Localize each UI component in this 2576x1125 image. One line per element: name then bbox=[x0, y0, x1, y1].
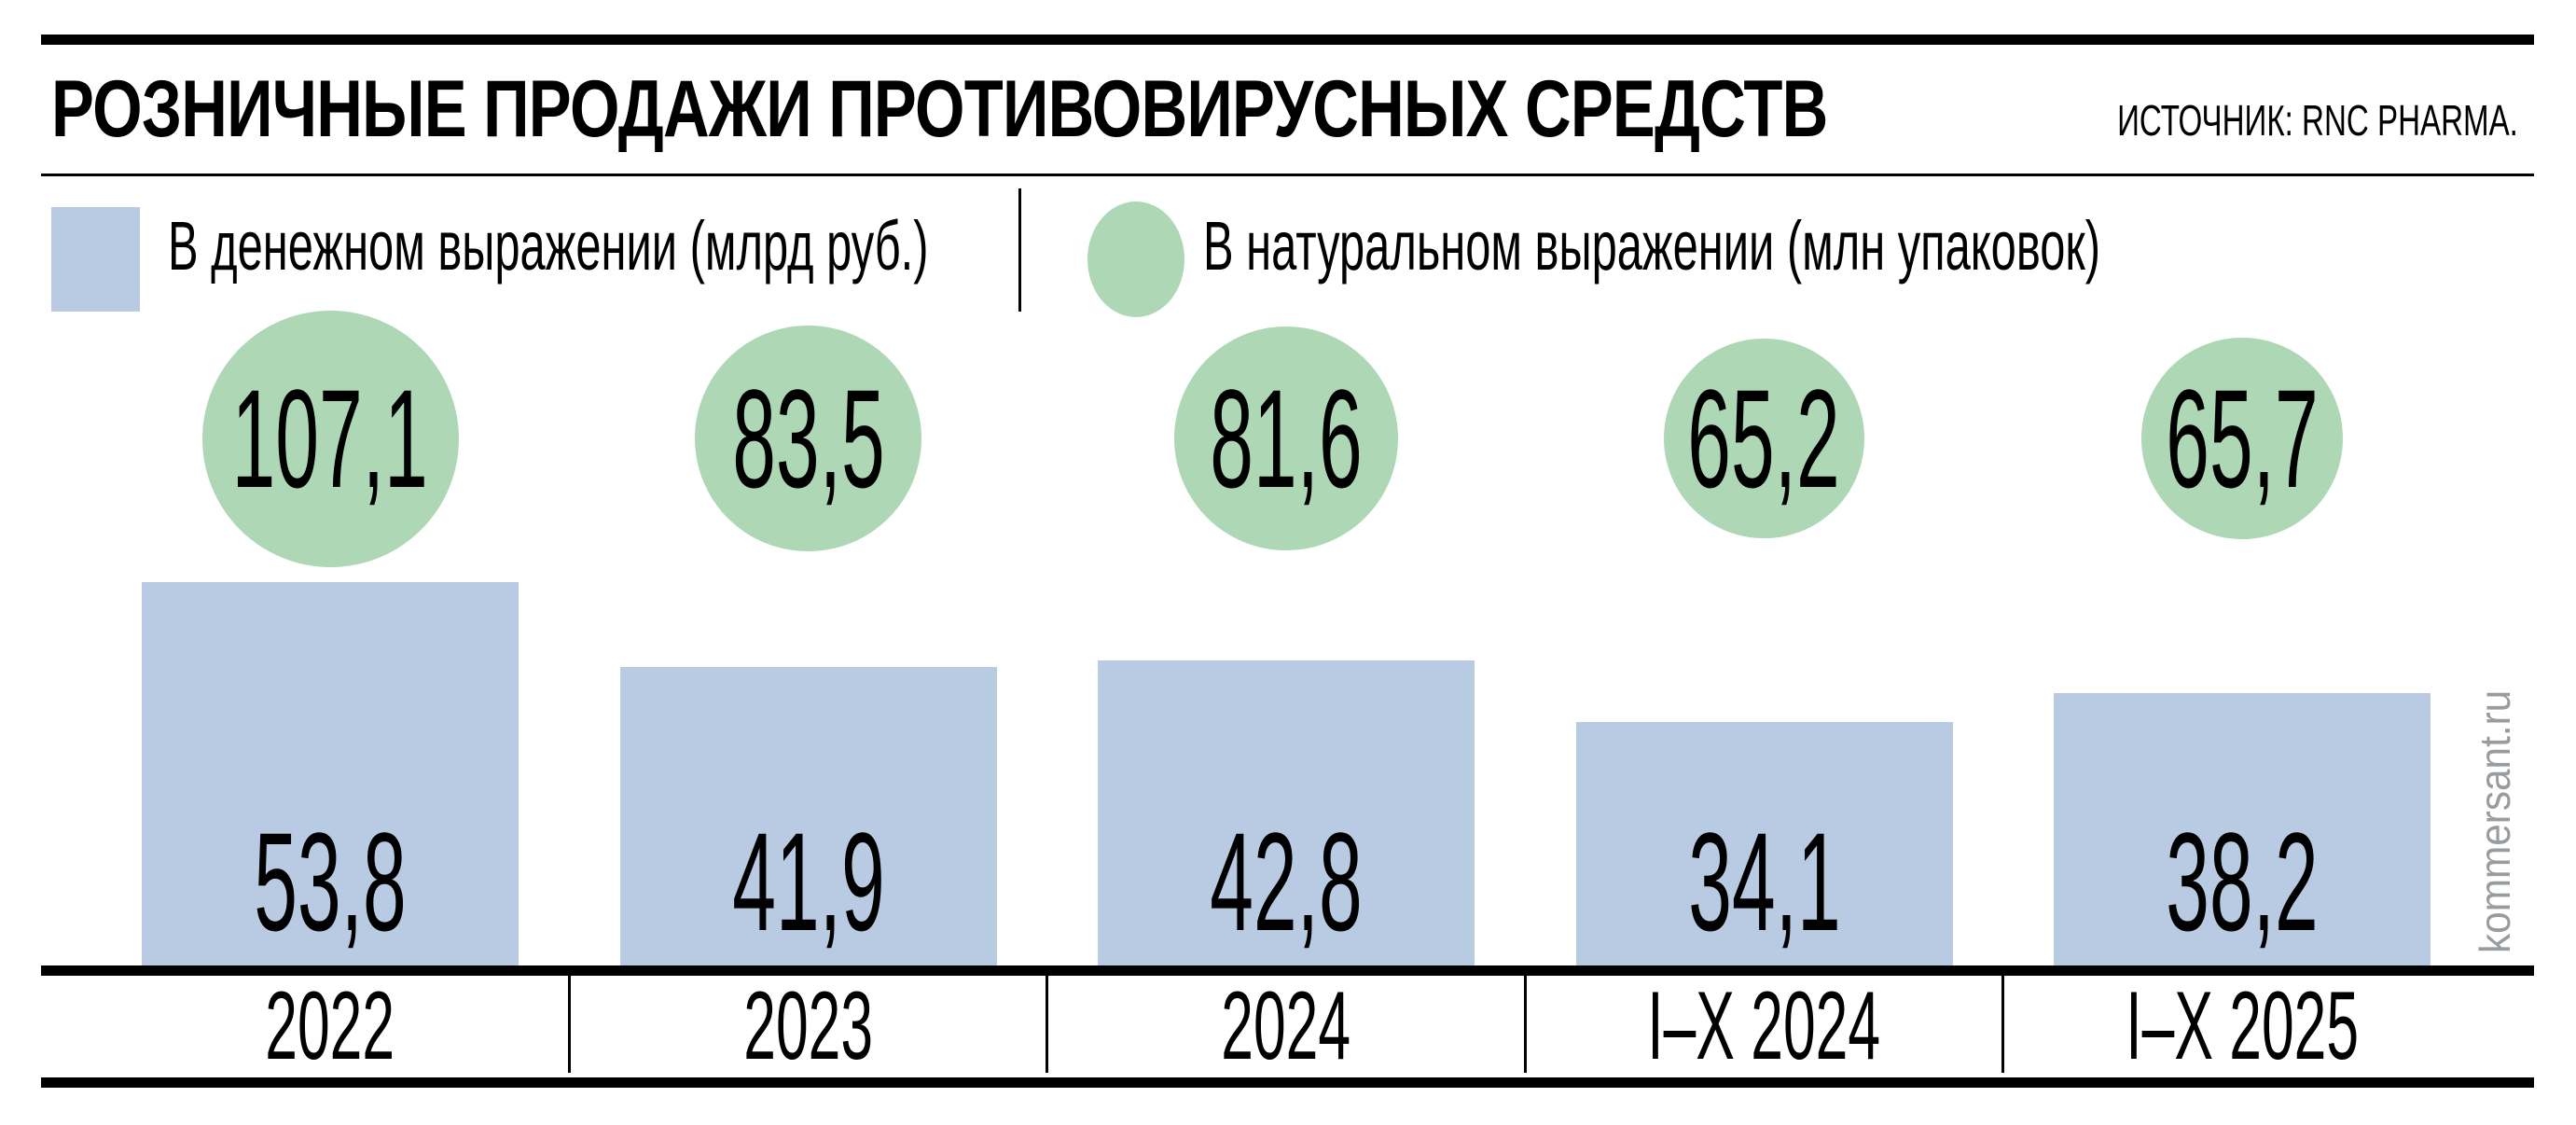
bar: 53,8 bbox=[142, 582, 519, 965]
category-label-text: I–X 2024 bbox=[1647, 972, 1881, 1080]
legend-label-packs: В натуральном выражении (млн упаковок) bbox=[1203, 207, 2101, 285]
category-label-text: 2024 bbox=[1221, 972, 1351, 1080]
category-label: 2023 bbox=[570, 978, 1047, 1075]
title-rule bbox=[41, 174, 2534, 176]
page-title-text: РОЗНИЧНЫЕ ПРОДАЖИ ПРОТИВОВИРУСНЫХ СРЕДСТ… bbox=[51, 64, 1828, 154]
bar: 34,1 bbox=[1575, 722, 1953, 965]
bubble-value: 107,1 bbox=[231, 360, 429, 517]
category-label-text: 2023 bbox=[743, 972, 873, 1080]
bubble-value: 81,6 bbox=[1210, 360, 1363, 517]
bubble: 107,1 bbox=[201, 310, 459, 567]
bar-value: 53,8 bbox=[142, 812, 519, 951]
source-label: ИСТОЧНИК: RNC PHARMA. bbox=[1961, 99, 2518, 142]
bar-value: 34,1 bbox=[1576, 812, 1953, 951]
legend-swatch-money-icon bbox=[51, 207, 140, 312]
bar-value-text: 34,1 bbox=[1687, 803, 1841, 960]
bar: 41,9 bbox=[619, 667, 997, 965]
legend-swatch-packs-icon bbox=[1087, 201, 1184, 317]
category-label-text: I–X 2025 bbox=[2126, 972, 2359, 1080]
bar-value: 42,8 bbox=[1098, 812, 1475, 951]
bottom-rule bbox=[41, 1077, 2534, 1088]
category-label: 2024 bbox=[1047, 978, 1525, 1075]
bubble-value: 65,7 bbox=[2166, 359, 2319, 517]
bar-value-text: 41,9 bbox=[731, 803, 885, 960]
category-divider bbox=[567, 976, 571, 1073]
bubble: 81,6 bbox=[1174, 326, 1398, 550]
bar-value-text: 42,8 bbox=[1210, 803, 1363, 960]
bubble: 83,5 bbox=[695, 325, 921, 552]
bubble: 65,7 bbox=[2141, 338, 2343, 539]
bubble-value: 83,5 bbox=[731, 359, 885, 517]
watermark: kommersant.ru bbox=[2471, 667, 2519, 953]
bar: 42,8 bbox=[1098, 660, 1475, 965]
legend-label-money: В денежном выражении (млрд руб.) bbox=[168, 207, 929, 285]
top-rule bbox=[41, 35, 2534, 45]
category-label: 2022 bbox=[91, 978, 569, 1075]
category-label-text: 2022 bbox=[265, 972, 395, 1080]
source-label-text: ИСТОЧНИК: RNC PHARMA. bbox=[2117, 96, 2518, 145]
bar-value-text: 53,8 bbox=[254, 803, 407, 960]
axis-rule bbox=[41, 965, 2534, 976]
category-divider bbox=[2001, 976, 2005, 1073]
legend-divider bbox=[1018, 188, 1021, 312]
bar-value: 41,9 bbox=[620, 812, 997, 951]
bar: 38,2 bbox=[2054, 693, 2431, 965]
bar-value-text: 38,2 bbox=[2166, 803, 2319, 960]
category-label: I–X 2025 bbox=[2003, 978, 2481, 1075]
page-title: РОЗНИЧНЫЕ ПРОДАЖИ ПРОТИВОВИРУСНЫХ СРЕДСТ… bbox=[51, 69, 2272, 149]
bar-value: 38,2 bbox=[2054, 812, 2431, 951]
bubble: 65,2 bbox=[1664, 338, 1864, 539]
category-label: I–X 2024 bbox=[1526, 978, 2003, 1075]
watermark-text: kommersant.ru bbox=[2471, 689, 2519, 953]
bubble-value: 65,2 bbox=[1687, 359, 1841, 517]
category-divider bbox=[1046, 976, 1049, 1073]
category-divider bbox=[1523, 976, 1527, 1073]
